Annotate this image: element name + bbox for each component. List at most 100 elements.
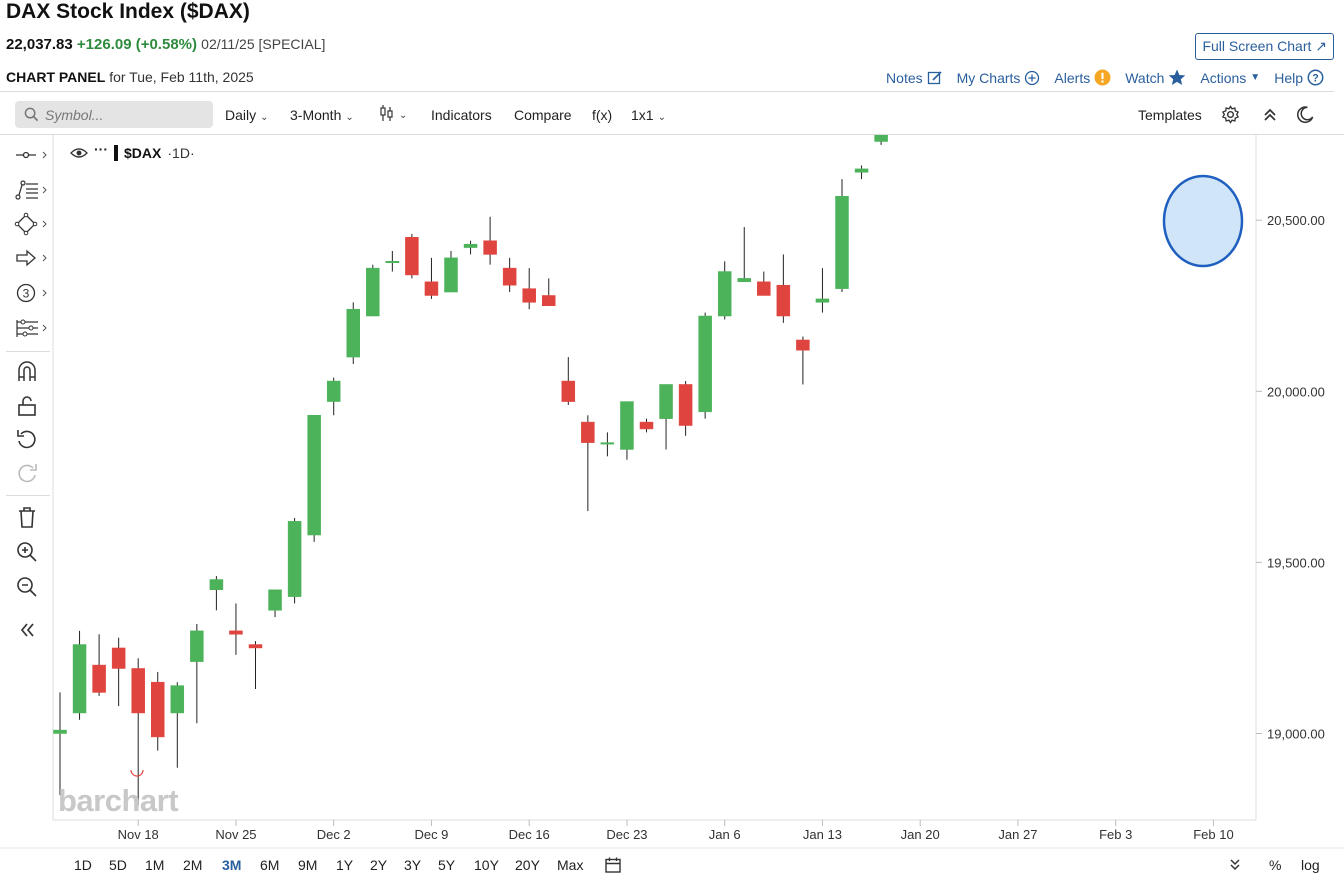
undo-icon [17, 430, 36, 449]
search-icon [24, 107, 39, 122]
quote-line: 22,037.83 +126.09 (+0.58%) 02/11/25 [SPE… [6, 36, 325, 53]
caret-down-icon: ▼ [1250, 72, 1261, 83]
number-circle-icon: 3 [16, 283, 47, 303]
percent-scale-toggle[interactable]: % [1269, 857, 1282, 873]
range-1y[interactable]: 1Y [336, 857, 354, 873]
magnet-button[interactable] [14, 359, 48, 385]
price-change: +126.09 (+0.58%) [76, 36, 197, 53]
legend-interval-value: 1D [172, 145, 190, 161]
redo-button[interactable] [14, 461, 48, 487]
x-tick-label: Dec 16 [509, 827, 550, 842]
gear-icon[interactable] [1221, 105, 1240, 124]
candle-down [248, 644, 263, 649]
candle-down [561, 380, 576, 402]
last-price: 22,037.83 [6, 36, 73, 53]
layout-dropdown[interactable]: 1x1 ⌄ [631, 107, 666, 123]
shape-icon [14, 212, 47, 236]
shape-tool[interactable] [14, 211, 48, 237]
chevron-down-icon: ⌄ [657, 112, 666, 123]
double-chevron-down-icon[interactable] [1227, 857, 1243, 873]
period-dropdown[interactable]: 3-Month ⌄ [290, 107, 354, 123]
chart-panel-label: CHART PANEL for Tue, Feb 11th, 2025 [6, 69, 254, 85]
highlight-circle [1162, 174, 1244, 268]
zoom-in-button[interactable] [14, 539, 48, 565]
chart-legend[interactable]: ··· $DAX ·1D· [70, 141, 195, 161]
watch-button[interactable]: Watch [1125, 69, 1186, 86]
svg-text:?: ? [1312, 73, 1318, 85]
notes-button[interactable]: Notes [886, 69, 943, 86]
range-20y[interactable]: 20Y [515, 857, 540, 873]
candle-up [835, 195, 849, 289]
x-tick-label: Nov 25 [215, 827, 256, 842]
barchart-watermark: barchart [58, 783, 179, 818]
zoom-out-button[interactable] [14, 574, 48, 600]
compare-button[interactable]: Compare [514, 107, 572, 123]
star-icon [1169, 69, 1186, 85]
fib-tool[interactable] [14, 177, 48, 203]
range-9m[interactable]: 9M [298, 857, 318, 873]
svg-text:3: 3 [23, 287, 30, 301]
range-5d[interactable]: 5D [109, 857, 127, 873]
range-3y[interactable]: 3Y [404, 857, 422, 873]
candle-down [131, 668, 145, 714]
symbol-search-input[interactable]: Symbol... [15, 101, 213, 128]
x-tick-label: Jan 6 [709, 827, 741, 842]
candle-down [483, 240, 497, 255]
top-nav: Notes My Charts Alerts Watch Actions ▼ H… [886, 69, 1324, 86]
arrow-tool[interactable] [14, 245, 48, 271]
candle-down [111, 647, 126, 669]
notes-label: Notes [886, 69, 923, 86]
range-2y[interactable]: 2Y [370, 857, 388, 873]
candle-down [151, 681, 165, 738]
range-3m[interactable]: 3M [222, 857, 242, 873]
candle-up [815, 298, 830, 303]
x-tick-label: Dec 2 [317, 827, 351, 842]
alerts-button[interactable]: Alerts [1054, 69, 1111, 86]
my-charts-label: My Charts [956, 69, 1021, 86]
candle-up [72, 644, 87, 714]
eye-icon [70, 148, 88, 158]
chart-type-dropdown[interactable]: ⌄ [379, 104, 407, 125]
moon-icon[interactable] [1296, 105, 1315, 124]
annotation-tool[interactable]: 3 [14, 280, 48, 306]
range-max[interactable]: Max [557, 857, 584, 873]
range-1m[interactable]: 1M [145, 857, 165, 873]
indicators-button[interactable]: Indicators [431, 107, 492, 123]
log-scale-toggle[interactable]: log [1301, 857, 1320, 873]
lock-button[interactable] [14, 393, 48, 419]
undo-button[interactable] [14, 427, 48, 453]
range-2m[interactable]: 2M [183, 857, 203, 873]
templates-button[interactable]: Templates [1138, 107, 1202, 123]
measure-tool[interactable] [14, 315, 48, 341]
collapse-up-icon[interactable] [1262, 106, 1278, 124]
actions-menu[interactable]: Actions ▼ [1200, 69, 1260, 86]
panel-title: CHART PANEL [6, 69, 106, 85]
help-icon: ? [1307, 69, 1324, 86]
candle-up [620, 401, 634, 450]
collapse-toolbar-button[interactable] [14, 617, 48, 643]
candle-up [717, 271, 732, 317]
range-1d[interactable]: 1D [74, 857, 92, 873]
chevron-down-icon: ⌄ [260, 112, 269, 123]
delete-button[interactable] [14, 505, 48, 531]
page-title: DAX Stock Index ($DAX) [6, 0, 250, 23]
fx-button[interactable]: f(x) [592, 107, 613, 123]
calendar-icon[interactable] [604, 856, 622, 874]
interval-dropdown[interactable]: Daily ⌄ [225, 107, 269, 123]
my-charts-button[interactable]: My Charts [957, 69, 1041, 86]
candle-down [542, 295, 556, 307]
help-button[interactable]: Help ? [1274, 69, 1324, 86]
price-chart[interactable]: 19,000.0019,500.0020,000.0020,500.0021,0… [0, 135, 1344, 852]
candlestick-icon [380, 105, 393, 121]
full-screen-chart-button[interactable]: Full Screen Chart ↗ [1195, 33, 1334, 60]
candle-up [600, 442, 615, 445]
range-10y[interactable]: 10Y [474, 857, 499, 873]
external-arrow-icon: ↗ [1315, 38, 1327, 54]
range-5y[interactable]: 5Y [438, 857, 456, 873]
candle-up [307, 415, 321, 536]
line-tool[interactable] [14, 142, 48, 168]
range-6m[interactable]: 6M [260, 857, 280, 873]
fibonacci-icon [15, 180, 47, 200]
candle-up [463, 243, 478, 248]
layout-label: 1x1 [631, 107, 654, 123]
